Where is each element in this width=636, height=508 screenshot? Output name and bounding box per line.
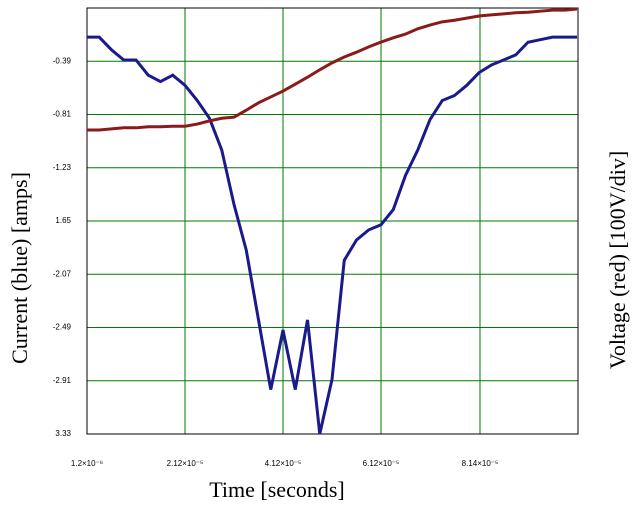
- x-axis-label: Time [seconds]: [209, 477, 344, 502]
- y-tick-label: 1.65: [55, 216, 71, 225]
- y2-axis-label: Voltage (red) [100V/div]: [605, 151, 630, 369]
- y-tick-label: -0.81: [53, 110, 72, 119]
- y-axis-label: Current (blue) [amps]: [7, 172, 32, 364]
- series-line: [87, 35, 578, 435]
- x-tick-label: 6.12×10⁻⁵: [363, 459, 400, 468]
- y-tick-label: -0.39: [53, 56, 72, 65]
- y-tick-label: 3.33: [55, 429, 71, 438]
- x-tick-label: 4.12×10⁻⁵: [265, 459, 302, 468]
- y-tick-label: -2.91: [53, 376, 72, 385]
- y-tick-label: -1.23: [53, 163, 72, 172]
- x-tick-label: 2.12×10⁻⁵: [167, 459, 204, 468]
- x-tick-label: 8.14×10⁻⁵: [462, 459, 499, 468]
- y-tick-label: -2.07: [53, 269, 72, 278]
- series-line: [87, 7, 578, 132]
- y-tick-label: -2.49: [53, 323, 72, 332]
- x-tick-label: 1.2×10⁻⁶: [71, 459, 103, 468]
- plot-frame: [86, 7, 579, 435]
